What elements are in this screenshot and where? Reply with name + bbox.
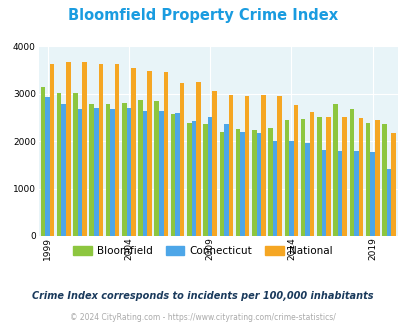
Bar <box>316 117 321 236</box>
Bar <box>252 130 256 236</box>
Bar <box>154 101 159 236</box>
Bar <box>110 109 115 236</box>
Bar <box>309 112 314 236</box>
Text: © 2024 CityRating.com - https://www.cityrating.com/crime-statistics/: © 2024 CityRating.com - https://www.city… <box>70 313 335 322</box>
Bar <box>235 129 240 236</box>
Bar <box>244 96 249 236</box>
Bar <box>325 117 330 236</box>
Bar <box>143 111 147 236</box>
Bar <box>374 120 379 236</box>
Text: Bloomfield Property Crime Index: Bloomfield Property Crime Index <box>68 8 337 23</box>
Bar <box>131 68 135 236</box>
Bar <box>89 104 94 236</box>
Bar <box>333 104 337 236</box>
Bar <box>187 122 191 236</box>
Bar <box>381 124 386 236</box>
Bar <box>386 169 390 236</box>
Bar <box>228 95 232 236</box>
Bar <box>288 141 293 236</box>
Bar <box>196 82 200 236</box>
Bar <box>365 123 369 236</box>
Bar <box>50 64 54 236</box>
Bar <box>358 118 362 236</box>
Bar <box>390 133 395 236</box>
Bar <box>203 124 207 236</box>
Bar <box>163 72 168 236</box>
Text: Crime Index corresponds to incidents per 100,000 inhabitants: Crime Index corresponds to incidents per… <box>32 291 373 301</box>
Bar <box>260 95 265 236</box>
Bar <box>122 103 126 236</box>
Bar <box>175 113 179 236</box>
Bar <box>349 109 353 236</box>
Bar <box>94 108 98 236</box>
Bar <box>300 119 305 236</box>
Bar <box>337 150 341 236</box>
Bar <box>45 97 50 236</box>
Bar <box>179 83 184 236</box>
Bar <box>73 93 78 236</box>
Bar <box>219 132 224 236</box>
Bar <box>212 91 216 236</box>
Bar <box>305 144 309 236</box>
Bar <box>293 105 298 236</box>
Bar <box>256 133 260 236</box>
Bar <box>138 100 143 236</box>
Bar <box>98 64 103 236</box>
Bar <box>115 64 119 236</box>
Bar <box>240 132 244 236</box>
Bar <box>268 128 272 236</box>
Legend: Bloomfield, Connecticut, National: Bloomfield, Connecticut, National <box>69 242 336 260</box>
Bar <box>284 120 288 236</box>
Bar <box>57 93 61 236</box>
Bar <box>78 109 82 236</box>
Bar <box>82 62 87 236</box>
Bar <box>277 96 281 236</box>
Bar <box>369 152 374 236</box>
Bar <box>61 104 66 236</box>
Bar <box>224 123 228 236</box>
Bar <box>272 141 277 236</box>
Bar <box>207 117 212 236</box>
Bar <box>105 104 110 236</box>
Bar <box>321 150 325 236</box>
Bar <box>66 62 70 236</box>
Bar <box>341 117 346 236</box>
Bar <box>147 71 151 236</box>
Bar <box>171 114 175 236</box>
Bar <box>159 111 163 236</box>
Bar <box>191 121 196 236</box>
Bar <box>353 151 358 236</box>
Bar <box>40 86 45 236</box>
Bar <box>126 108 131 236</box>
